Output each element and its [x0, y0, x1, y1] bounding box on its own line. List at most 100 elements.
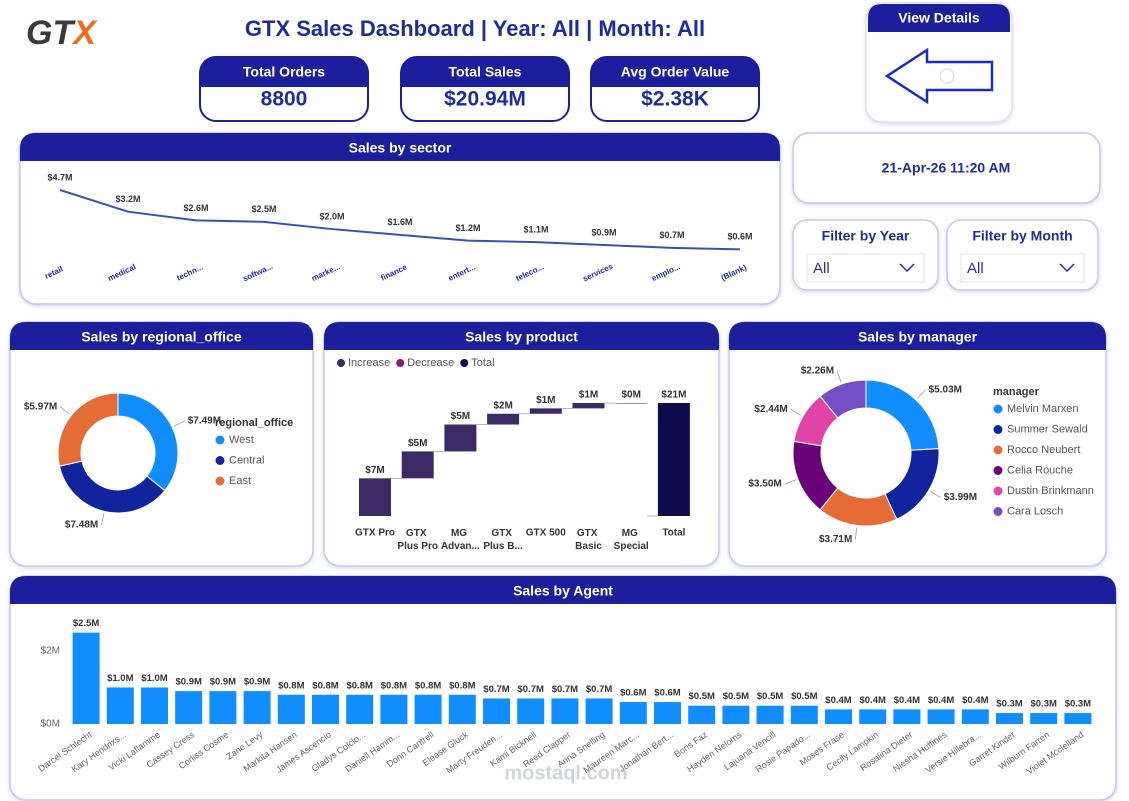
bar: [1030, 713, 1058, 724]
kpi-value: $20.94M: [444, 88, 526, 111]
legend-label: Cara Losch: [1007, 505, 1063, 517]
filter-label: Filter by Year: [822, 228, 910, 244]
bar: [175, 691, 203, 724]
data-label: $1.0M: [107, 673, 133, 684]
bar: [72, 632, 100, 724]
waterfall-bar: [401, 451, 434, 479]
data-label: $0.9M: [210, 677, 236, 688]
data-label: $0.8M: [278, 680, 304, 691]
data-label: $5M: [408, 438, 427, 449]
data-label: $0.8M: [312, 680, 338, 691]
panel-title: Sales by sector: [349, 140, 452, 156]
kpi-label: Total Sales: [449, 64, 522, 80]
panel-header: [10, 322, 313, 350]
data-label: $0.5M: [757, 691, 783, 702]
donut-segment: [57, 392, 119, 467]
x-tick-label: GTX Pro: [355, 528, 395, 539]
arrow-inner-icon: [939, 68, 955, 84]
y-tick-label: $0M: [41, 719, 60, 730]
data-label: $7M: [365, 465, 384, 476]
donut-segment: [819, 379, 867, 419]
data-label: $0.8M: [415, 680, 441, 691]
legend-title: regional_office: [215, 417, 293, 429]
data-label: $4.7M: [47, 172, 72, 182]
data-label: $7.49M: [188, 416, 221, 427]
legend-marker: [337, 359, 345, 367]
data-label: $0.7M: [659, 230, 684, 240]
data-label: $0.7M: [517, 684, 543, 695]
view-details-header: [868, 4, 1010, 32]
waterfall-bar: [572, 403, 605, 409]
waterfall-bar: [359, 478, 391, 516]
x-tick-label: GTX Plus B...: [483, 528, 523, 552]
legend-label: Central: [229, 454, 264, 466]
data-label: $0.4M: [962, 695, 988, 706]
bar: [380, 694, 408, 724]
data-label: $1.1M: [523, 224, 548, 234]
filter-label: Filter by Month: [972, 228, 1072, 244]
leader-line: [784, 479, 797, 485]
data-label: $2.5M: [73, 618, 99, 629]
data-label: $0.6M: [654, 688, 680, 699]
waterfall-bar: [657, 403, 690, 516]
leader-line: [836, 370, 842, 383]
kpi-header: [200, 57, 368, 87]
legend-marker: [215, 456, 225, 465]
kpi-value: $2.38K: [641, 88, 709, 111]
data-label: $0.3M: [1030, 699, 1056, 710]
data-label: $2.44M: [754, 404, 787, 415]
waterfall-bar: [615, 403, 648, 404]
x-tick-label: GTX Basic: [575, 528, 602, 552]
data-label: $0.7M: [483, 684, 509, 695]
leader-line: [854, 527, 858, 540]
legend-marker: [993, 466, 1003, 475]
data-label: $0.8M: [381, 680, 407, 691]
x-tick-label: MG Advan...: [441, 528, 480, 552]
kpi-header: [401, 57, 569, 87]
legend-label: Decrease: [407, 357, 454, 369]
legend-label: Celia Rouche: [1007, 464, 1073, 476]
leader-line: [173, 420, 185, 427]
data-label: $0.4M: [825, 695, 851, 706]
data-label: $0.5M: [688, 691, 714, 702]
data-label: $1.0M: [141, 673, 167, 684]
dashboard-title: GTX Sales Dashboard | Year: All | Month:…: [245, 16, 705, 41]
bar: [688, 705, 716, 724]
legend-marker: [993, 445, 1003, 455]
data-label: $3.2M: [115, 194, 140, 204]
legend-label: East: [229, 475, 251, 487]
legend-label: West: [229, 434, 254, 446]
data-label: $1.2M: [455, 223, 480, 233]
dropdown-chevron: [899, 263, 915, 273]
bar: [243, 691, 271, 724]
bar: [277, 694, 305, 724]
data-label: $0.3M: [1065, 699, 1091, 710]
panel-title: Sales by manager: [858, 329, 978, 345]
leader-line: [100, 513, 105, 526]
data-label: $3.50M: [748, 479, 781, 490]
bar: [859, 709, 887, 724]
bar: [961, 709, 989, 724]
legend-label: Total: [471, 357, 494, 369]
waterfall-bar: [444, 424, 477, 452]
bar: [141, 687, 168, 724]
legend-label: Summer Sewald: [1007, 423, 1088, 435]
view-details-button[interactable]: View Details: [898, 10, 980, 26]
waterfall-bar: [487, 413, 520, 425]
data-label: $0.8M: [346, 680, 372, 691]
bar: [483, 698, 510, 724]
panel-header: [20, 133, 780, 161]
y-tick-label: $2M: [41, 646, 60, 657]
bar: [927, 709, 955, 724]
data-label: $0.8M: [449, 680, 475, 691]
legend-marker: [396, 359, 405, 367]
data-label: $3.99M: [944, 492, 977, 503]
panel-header: [729, 322, 1106, 350]
data-label: $1.6M: [387, 217, 412, 227]
data-label: $0.3M: [996, 699, 1022, 710]
bar: [619, 702, 647, 724]
data-label: $0.9M: [591, 227, 616, 237]
bar: [654, 702, 681, 724]
